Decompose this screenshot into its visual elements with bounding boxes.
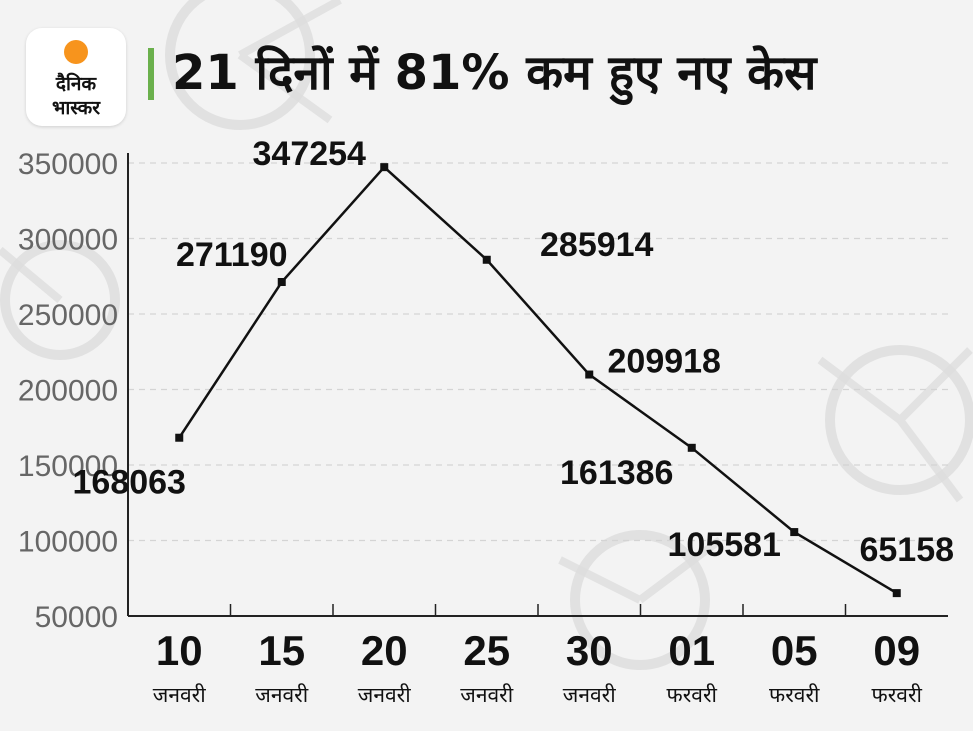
y-tick-label: 350000 — [18, 148, 118, 181]
data-point — [892, 589, 901, 598]
data-point — [585, 370, 594, 379]
data-label: 105581 — [668, 526, 781, 564]
y-tick-label: 300000 — [18, 224, 118, 257]
data-point — [277, 278, 286, 287]
y-tick-label: 50000 — [35, 601, 118, 634]
x-tick-label-day: 01 — [668, 627, 715, 674]
x-tick-label-month: जनवरी — [460, 683, 514, 707]
data-label: 209918 — [608, 343, 721, 381]
data-point — [380, 163, 389, 172]
x-tick-label-day: 30 — [566, 627, 613, 674]
data-label: 161386 — [560, 454, 673, 492]
y-tick-label: 200000 — [18, 375, 118, 408]
chart-title: 21 दिनों में 81% कम हुए नए केस — [172, 45, 817, 101]
data-point — [790, 528, 799, 537]
logo-text-line1: दैनिक — [55, 73, 97, 95]
x-tick-label-day: 15 — [258, 627, 305, 674]
x-tick-label-month: जनवरी — [563, 683, 617, 707]
x-tick-label-day: 10 — [156, 627, 203, 674]
data-label: 285914 — [540, 226, 654, 264]
data-label: 271190 — [176, 236, 288, 274]
data-point — [687, 443, 696, 452]
dainik-bhaskar-logo: दैनिक भास्कर — [26, 28, 126, 126]
y-tick-label: 250000 — [18, 299, 118, 332]
logo-text-line2: भास्कर — [51, 97, 101, 119]
data-point — [482, 255, 491, 264]
data-label: 347254 — [253, 135, 367, 173]
x-tick-label-month: फरवरी — [667, 683, 718, 707]
series-line — [178, 165, 898, 595]
y-tick-label: 100000 — [18, 526, 118, 559]
x-tick-label-day: 05 — [771, 627, 818, 674]
sun-logo-icon — [64, 40, 88, 64]
y-tick-label: 150000 — [18, 450, 118, 483]
x-tick-label-month: फरवरी — [872, 683, 923, 707]
x-tick-label-month: फरवरी — [769, 683, 820, 707]
x-tick-label-month: जनवरी — [153, 683, 207, 707]
x-tick-label-month: जनवरी — [255, 683, 309, 707]
data-label: 65158 — [859, 531, 954, 569]
x-tick-label-day: 20 — [361, 627, 408, 674]
x-tick-label-day: 25 — [463, 627, 510, 674]
data-label: 168063 — [73, 464, 186, 502]
data-point — [175, 433, 184, 442]
x-tick-label-day: 09 — [873, 627, 920, 674]
title-accent-bar — [148, 48, 154, 100]
x-tick-label-month: जनवरी — [358, 683, 412, 707]
